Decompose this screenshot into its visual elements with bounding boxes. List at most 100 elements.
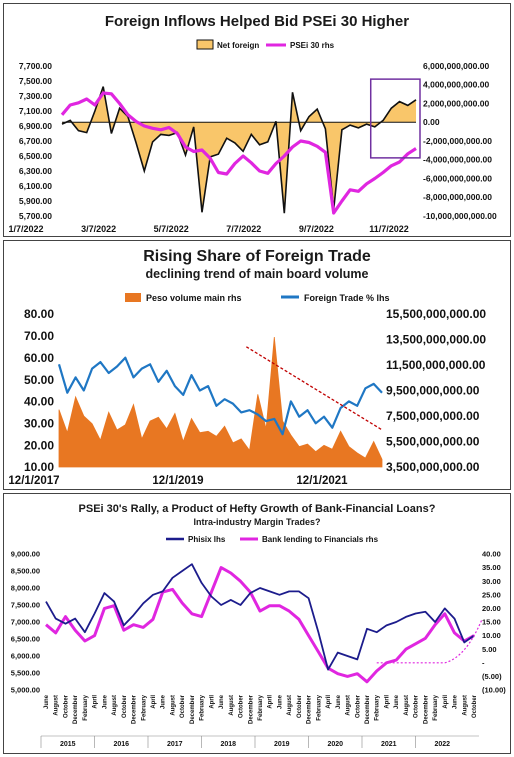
month-tick-label: April <box>209 695 215 709</box>
phisix-line <box>45 563 475 671</box>
bank-lending-trend <box>376 619 483 664</box>
month-tick-label: April <box>443 695 449 709</box>
y-left-tick-label: 7,100.00 <box>19 106 52 116</box>
chart-foreign-trade-share: Rising Share of Foreign Trade declining t… <box>3 240 511 490</box>
month-tick-label: February <box>433 694 439 720</box>
y-left-tick-label: 20.00 <box>24 438 54 452</box>
y-right-tick-label: -6,000,000,000.00 <box>423 173 492 183</box>
year-label: 2015 <box>60 741 76 748</box>
month-tick-label: August <box>404 695 410 716</box>
y-right-tick-label: 40.00 <box>482 550 501 559</box>
month-tick-label: August <box>54 695 60 716</box>
y-right-tick-label: 30.00 <box>482 577 501 586</box>
month-tick-label: April <box>268 695 274 709</box>
month-tick-label: June <box>394 694 400 709</box>
month-tick-label: August <box>229 695 235 716</box>
month-tick-label: December <box>307 694 313 724</box>
month-tick-label: February <box>200 694 206 720</box>
chart-psei-bank-lending: PSEi 30's Rally, a Product of Hefty Grow… <box>3 493 511 754</box>
y-right-tick-label: 5,500,000,000.00 <box>386 435 480 449</box>
x-tick-label: 5/7/2022 <box>154 224 189 234</box>
month-tick-label: October <box>239 694 245 718</box>
y-right-tick-label: 25.00 <box>482 590 501 599</box>
month-tick-label: December <box>73 694 79 724</box>
x-tick-label: 9/7/2022 <box>299 224 334 234</box>
month-tick-label: August <box>346 695 352 716</box>
x-tick-label: 12/1/2019 <box>152 475 203 487</box>
y-right-tick-label: 0.00 <box>423 117 440 127</box>
y-left-tick-label: 6,100.00 <box>19 181 52 191</box>
chart-subtitle: declining trend of main board volume <box>146 267 369 281</box>
legend-label-peso-volume: Peso volume main rhs <box>146 293 242 303</box>
x-tick-label: 12/1/2021 <box>296 475 348 487</box>
y-right-tick-label: 11,500,000,000.00 <box>386 358 486 372</box>
x-tick-label: 1/7/2022 <box>8 224 43 234</box>
y-left-tick-label: 8,500.00 <box>11 567 40 576</box>
y-right-tick-label: 2,000,000,000.00 <box>423 98 489 108</box>
month-tick-label: April <box>326 695 332 709</box>
y-left-tick-label: 40.00 <box>24 395 54 409</box>
y-left-tick-label: 70.00 <box>24 329 54 343</box>
y-left-tick-label: 5,900.00 <box>19 196 52 206</box>
y-left-tick-label: 80.00 <box>24 307 54 321</box>
y-left-tick-label: 7,300.00 <box>19 91 52 101</box>
year-label: 2019 <box>274 741 290 748</box>
month-tick-label: October <box>297 694 303 718</box>
legend-label-net-foreign: Net foreign <box>217 41 259 50</box>
chart-foreign-inflows: Foreign Inflows Helped Bid PSEi 30 Highe… <box>3 3 511 237</box>
x-tick-label: 12/1/2017 <box>8 475 59 487</box>
month-tick-label: October <box>355 694 361 718</box>
month-tick-label: February <box>141 694 147 720</box>
month-tick-label: August <box>170 695 176 716</box>
month-tick-label: December <box>190 694 196 724</box>
month-tick-label: February <box>375 694 381 720</box>
y-right-tick-label: - <box>482 658 485 667</box>
y-left-tick-label: 6,000.00 <box>11 652 40 661</box>
x-tick-label: 3/7/2022 <box>81 224 116 234</box>
trend-line <box>246 346 383 431</box>
month-tick-label: June <box>102 694 108 709</box>
highlight-box <box>369 78 421 159</box>
y-left-tick-label: 7,500.00 <box>19 76 52 86</box>
y-right-tick-label: 15.00 <box>482 618 501 627</box>
y-right-tick-label: -4,000,000,000.00 <box>423 155 492 165</box>
legend-label-psei: PSEi 30 rhs <box>290 41 335 50</box>
month-tick-label: April <box>93 695 99 709</box>
month-tick-label: April <box>384 695 390 709</box>
year-label: 2018 <box>220 741 236 748</box>
month-tick-label: October <box>180 694 186 718</box>
y-right-tick-label: -10,000,000,000.00 <box>423 211 497 221</box>
net-foreign-line <box>61 86 417 214</box>
y-left-tick-label: 5,000.00 <box>11 686 40 695</box>
y-right-tick-label: -2,000,000,000.00 <box>423 136 492 146</box>
chart-title: Rising Share of Foreign Trade <box>143 248 371 265</box>
y-right-tick-label: 10.00 <box>482 631 501 640</box>
y-right-tick-label: 20.00 <box>482 604 501 613</box>
y-left-tick-label: 30.00 <box>24 416 54 430</box>
bank-lending-line <box>45 566 475 684</box>
y-left-tick-label: 6,900.00 <box>19 121 52 131</box>
month-tick-label: August <box>462 695 468 716</box>
y-left-tick-label: 6,500.00 <box>19 151 52 161</box>
y-right-tick-label: (10.00) <box>482 686 506 695</box>
legend-swatch-peso-volume <box>125 293 141 302</box>
y-right-tick-label: 5.00 <box>482 645 497 654</box>
y-left-tick-label: 5,500.00 <box>11 669 40 678</box>
month-tick-label: June <box>219 694 225 709</box>
chart-subtitle: Intra-industry Margin Trades? <box>193 517 320 527</box>
y-left-tick-label: 7,700.00 <box>19 61 52 71</box>
y-right-tick-label: 6,000,000,000.00 <box>423 61 489 71</box>
y-left-tick-label: 50.00 <box>24 373 54 387</box>
month-tick-label: June <box>161 694 167 709</box>
y-right-tick-label: 7,500,000,000.00 <box>386 409 480 423</box>
year-label: 2020 <box>327 741 343 748</box>
year-label: 2022 <box>434 741 450 748</box>
chart-3-svg: PSEi 30's Rally, a Product of Hefty Grow… <box>11 503 506 748</box>
chart-title: Foreign Inflows Helped Bid PSEi 30 Highe… <box>105 13 409 30</box>
y-left-tick-label: 7,500.00 <box>11 601 40 610</box>
month-tick-label: October <box>122 694 128 718</box>
month-tick-label: April <box>151 695 157 709</box>
chart-2-svg: Rising Share of Foreign Trade declining t… <box>8 248 486 487</box>
month-tick-label: June <box>277 694 283 709</box>
y-right-tick-label: 13,500,000,000.00 <box>386 333 486 347</box>
